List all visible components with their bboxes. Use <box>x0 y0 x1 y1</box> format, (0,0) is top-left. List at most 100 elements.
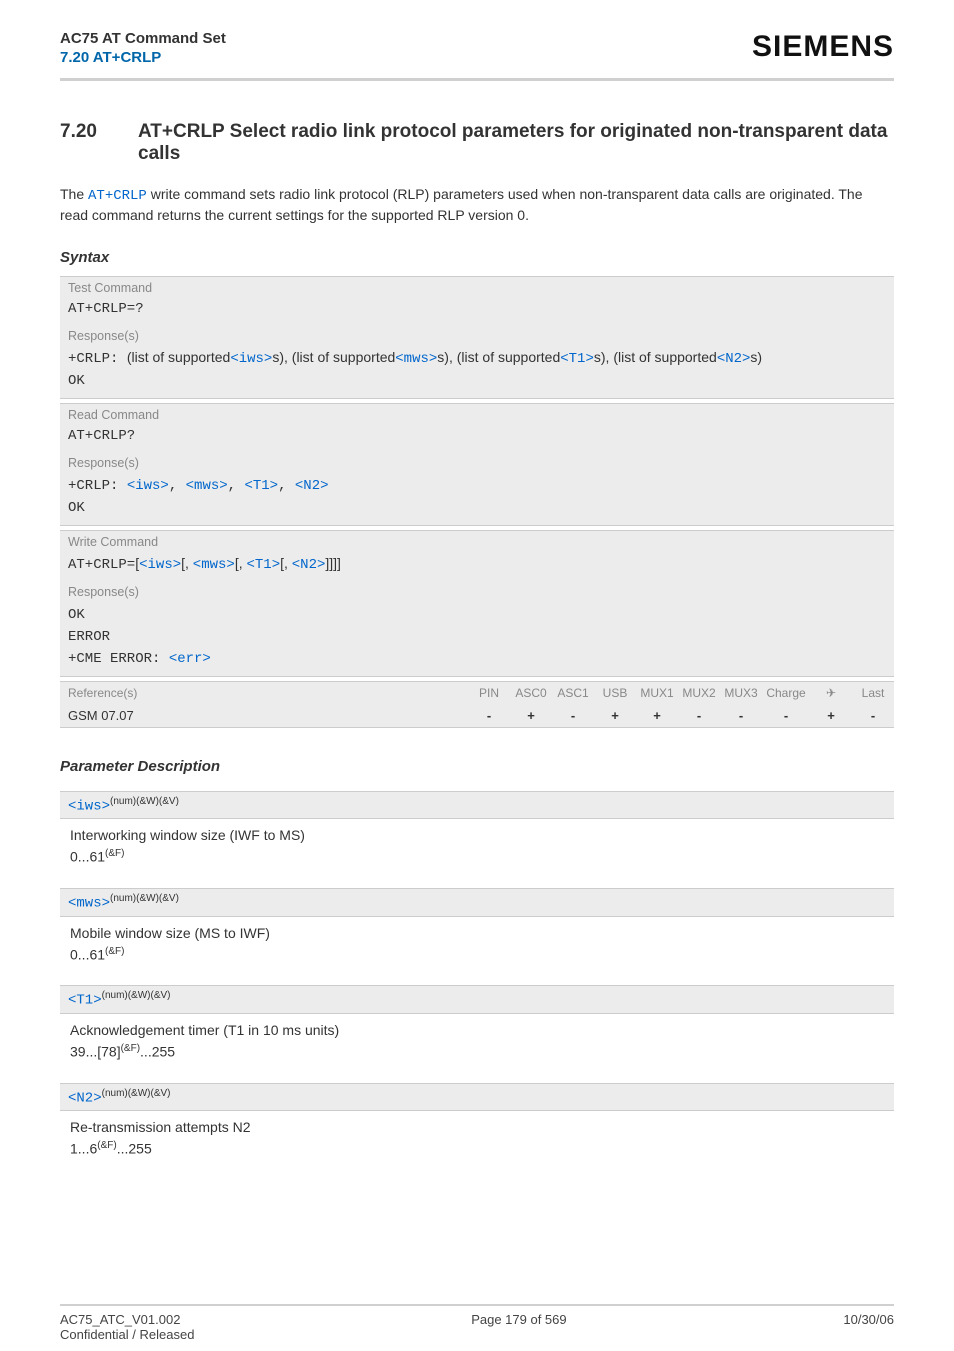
c1: , <box>169 478 186 494</box>
reference-header-row: Reference(s) PIN ASC0 ASC1 USB MUX1 MUX2… <box>60 681 894 704</box>
read-response-label: Response(s) <box>60 452 894 472</box>
read-ok: OK <box>68 500 85 516</box>
mws-range-sup: (&F) <box>105 946 124 957</box>
write-response-body: OK ERROR +CME ERROR: <err> <box>60 601 894 676</box>
intro-pre: The <box>60 186 88 202</box>
write-error: ERROR <box>68 629 110 645</box>
section-heading: 7.20 AT+CRLP Select radio link protocol … <box>60 121 894 165</box>
write-command-cmd: AT+CRLP=[<iws>[, <mws>[, <T1>[, <N2>]]]] <box>60 551 894 581</box>
param-iws-desc: Interworking window size (IWF to MS) 0..… <box>60 819 894 872</box>
reference-vals: - + - + + - - - + - <box>468 704 894 727</box>
p-n2[interactable]: <N2> <box>717 351 751 367</box>
list3: (list of supported <box>457 349 561 365</box>
param-iws-link[interactable]: <iws> <box>68 798 110 814</box>
intro-post: write command sets radio link protocol (… <box>60 186 862 223</box>
t1-range-pre: 39...[78] <box>70 1044 121 1060</box>
n2-range-sup: (&F) <box>97 1140 116 1151</box>
read-command-box: Read Command AT+CRLP? Response(s) +CRLP:… <box>60 403 894 526</box>
test-response-label: Response(s) <box>60 325 894 345</box>
test-command-cmd: AT+CRLP=? <box>60 297 894 325</box>
param-desc-heading: Parameter Description <box>60 758 894 775</box>
n2-range-pre: 1...6 <box>70 1141 97 1157</box>
v-plane: + <box>810 704 852 727</box>
write-command-label: Write Command <box>60 531 894 551</box>
param-mws-sup: (num)(&W)(&V) <box>110 893 179 904</box>
w-mws[interactable]: <mws> <box>193 557 235 573</box>
param-t1-sup: (num)(&W)(&V) <box>102 990 171 1001</box>
footer-confidential: Confidential / Released <box>60 1327 194 1342</box>
param-t1-tag: <T1>(num)(&W)(&V) <box>60 985 894 1014</box>
col-mux3: MUX3 <box>720 682 762 704</box>
write-response-label: Response(s) <box>60 581 894 601</box>
param-mws-text: Mobile window size (MS to IWF) <box>70 923 884 944</box>
write-err[interactable]: <err> <box>169 651 211 667</box>
col-mux1: MUX1 <box>636 682 678 704</box>
w-t1[interactable]: <T1> <box>246 557 280 573</box>
w-n2[interactable]: <N2> <box>292 557 326 573</box>
b3: [, <box>235 555 247 571</box>
param-iws-text: Interworking window size (IWF to MS) <box>70 825 884 846</box>
v-charge: - <box>762 704 810 727</box>
param-n2-desc: Re-transmission attempts N2 1...6(&F)...… <box>60 1111 894 1164</box>
brand-logo: SIEMENS <box>752 30 894 64</box>
page-footer: AC75_ATC_V01.002 Confidential / Released… <box>60 1304 894 1342</box>
list2: (list of supported <box>292 349 396 365</box>
s1: s), <box>272 349 291 365</box>
v-mux2: - <box>678 704 720 727</box>
param-n2-text: Re-transmission attempts N2 <box>70 1117 884 1138</box>
test-command-label: Test Command <box>60 277 894 297</box>
reference-cols: PIN ASC0 ASC1 USB MUX1 MUX2 MUX3 Charge … <box>468 682 894 704</box>
iws-range: 0...61 <box>70 849 105 865</box>
param-t1-link[interactable]: <T1> <box>68 993 102 1009</box>
read-command-label: Read Command <box>60 404 894 424</box>
param-mws-range: 0...61(&F) <box>70 944 884 966</box>
p-t1[interactable]: <T1> <box>560 351 594 367</box>
param-t1-desc: Acknowledgement timer (T1 in 10 ms units… <box>60 1014 894 1067</box>
v-usb: + <box>594 704 636 727</box>
syntax-heading: Syntax <box>60 249 894 266</box>
header-left: AC75 AT Command Set 7.20 AT+CRLP <box>60 30 226 66</box>
footer-left: AC75_ATC_V01.002 Confidential / Released <box>60 1312 194 1342</box>
read-response-body: +CRLP: <iws>, <mws>, <T1>, <N2> OK <box>60 472 894 525</box>
v-asc0: + <box>510 704 552 727</box>
c2: , <box>228 478 245 494</box>
write-ok: OK <box>68 607 85 623</box>
iws-range-sup: (&F) <box>105 848 124 859</box>
param-mws-desc: Mobile window size (MS to IWF) 0...61(&F… <box>60 917 894 970</box>
param-mws-tag: <mws>(num)(&W)(&V) <box>60 888 894 917</box>
p-mws[interactable]: <mws> <box>395 351 437 367</box>
param-mws-link[interactable]: <mws> <box>68 896 110 912</box>
v-mux1: + <box>636 704 678 727</box>
s2: s), <box>437 349 456 365</box>
page-header: AC75 AT Command Set 7.20 AT+CRLP SIEMENS <box>60 30 894 81</box>
section-title: AT+CRLP Select radio link protocol param… <box>138 121 894 165</box>
read-pre: +CRLP: <box>68 478 127 494</box>
param-n2-tag: <N2>(num)(&W)(&V) <box>60 1083 894 1112</box>
footer-doc-id: AC75_ATC_V01.002 <box>60 1312 194 1327</box>
param-n2-link[interactable]: <N2> <box>68 1090 102 1106</box>
footer-page: Page 179 of 569 <box>471 1312 566 1342</box>
p-iws[interactable]: <iws> <box>230 351 272 367</box>
read-command-cmd: AT+CRLP? <box>60 424 894 452</box>
w-iws[interactable]: <iws> <box>139 557 181 573</box>
test-command-box: Test Command AT+CRLP=? Response(s) +CRLP… <box>60 276 894 399</box>
r-mws[interactable]: <mws> <box>186 478 228 494</box>
col-pin: PIN <box>468 682 510 704</box>
test-ok: OK <box>68 373 85 389</box>
footer-date: 10/30/06 <box>843 1312 894 1342</box>
section-number: 7.20 <box>60 121 138 165</box>
b2: [, <box>181 555 193 571</box>
col-mux2: MUX2 <box>678 682 720 704</box>
param-iws-sup: (num)(&W)(&V) <box>110 796 179 807</box>
r-n2[interactable]: <N2> <box>295 478 329 494</box>
r-t1[interactable]: <T1> <box>244 478 278 494</box>
reference-label: Reference(s) <box>60 682 468 704</box>
r-iws[interactable]: <iws> <box>127 478 169 494</box>
param-n2-range: 1...6(&F)...255 <box>70 1138 884 1160</box>
airplane-icon: ✈ <box>826 686 836 700</box>
col-asc1: ASC1 <box>552 682 594 704</box>
v-mux3: - <box>720 704 762 727</box>
param-iws-tag: <iws>(num)(&W)(&V) <box>60 791 894 820</box>
intro-link[interactable]: AT+CRLP <box>88 188 147 204</box>
list1: (list of supported <box>127 349 231 365</box>
